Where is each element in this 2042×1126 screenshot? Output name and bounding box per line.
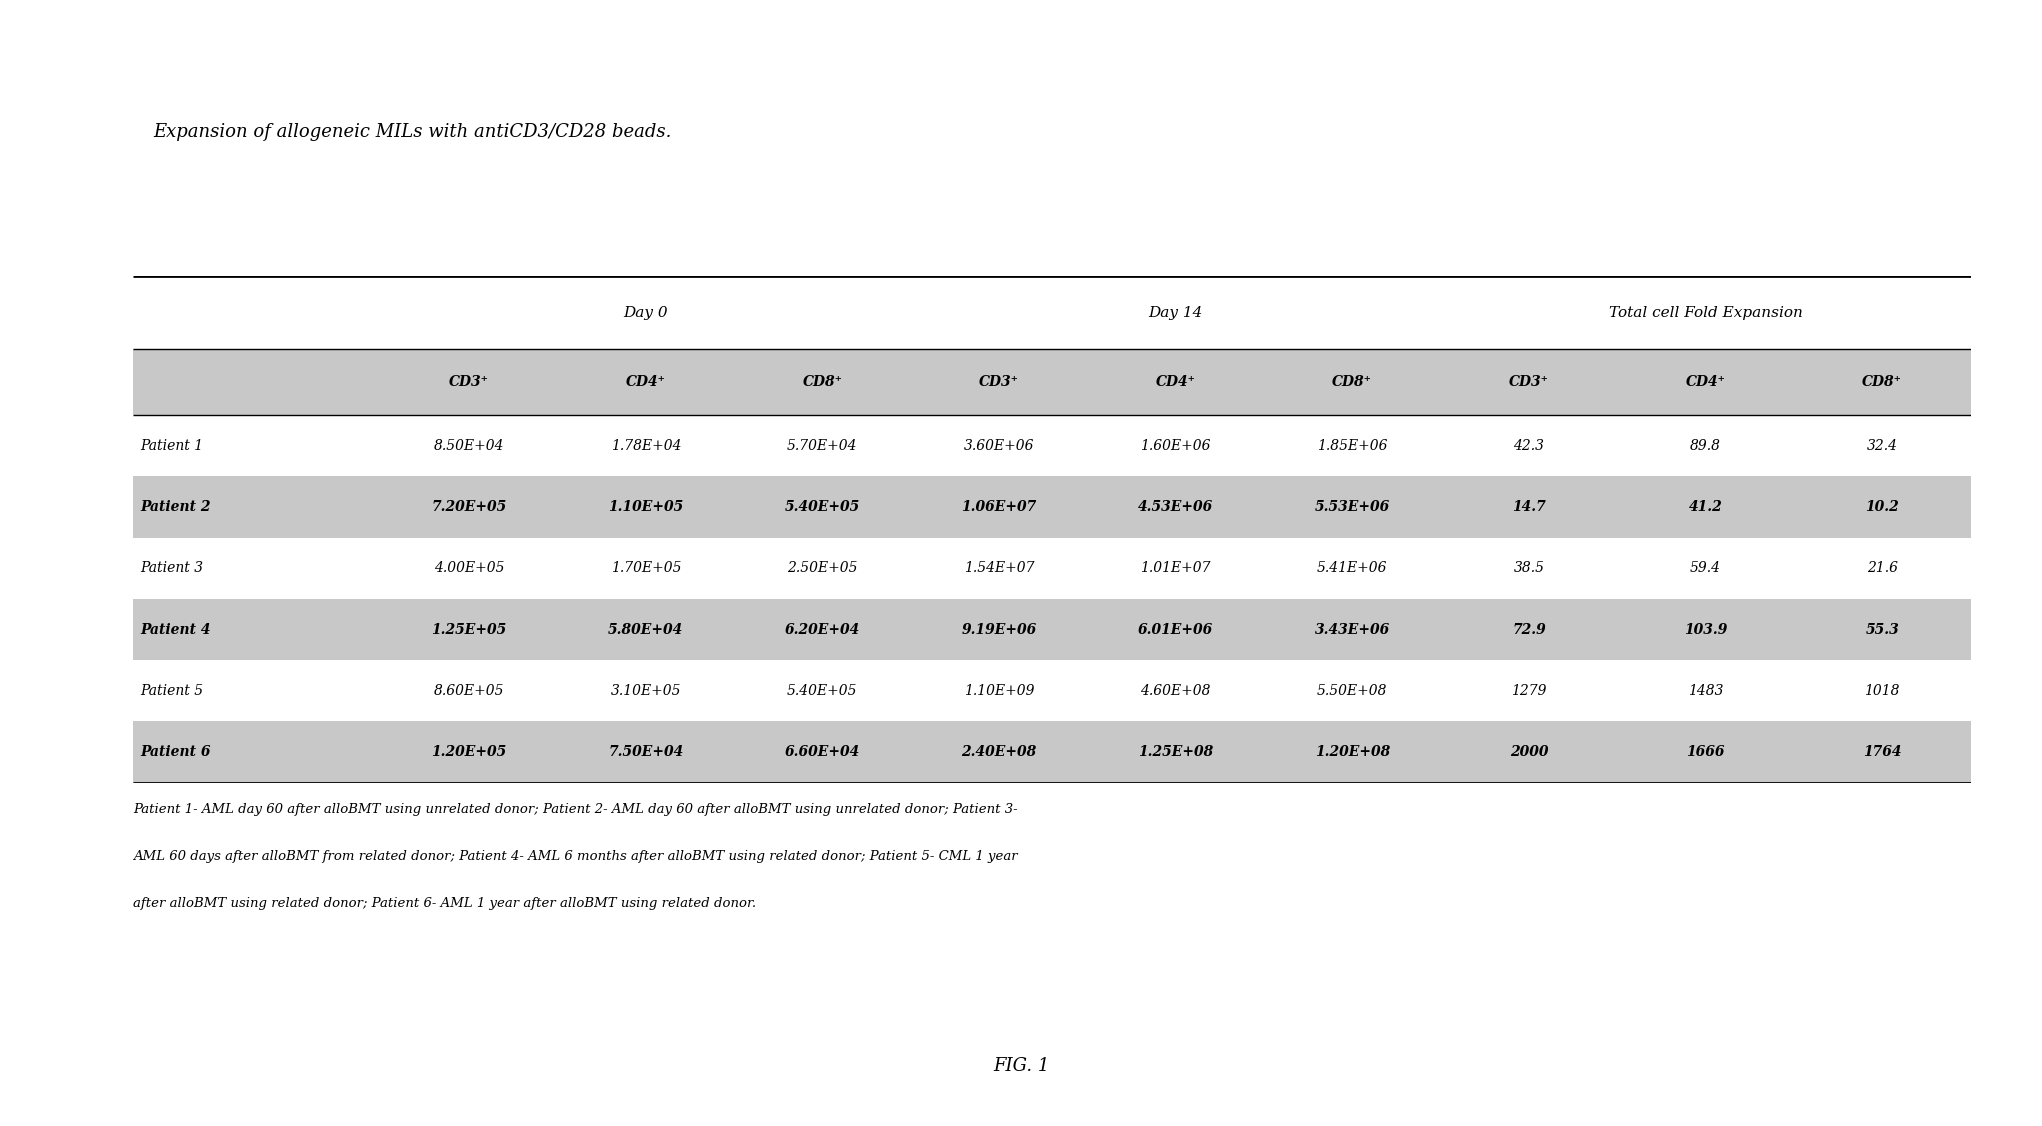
Text: 5.41E+06: 5.41E+06: [1317, 561, 1389, 575]
Text: 6.01E+06: 6.01E+06: [1137, 623, 1213, 636]
Text: 3.10E+05: 3.10E+05: [611, 683, 682, 698]
Text: 7.20E+05: 7.20E+05: [431, 500, 506, 515]
Text: 1.20E+08: 1.20E+08: [1315, 745, 1391, 759]
Text: 6.20E+04: 6.20E+04: [784, 623, 860, 636]
Text: 1279: 1279: [1511, 683, 1546, 698]
Text: 3.43E+06: 3.43E+06: [1315, 623, 1391, 636]
Text: CD3⁺: CD3⁺: [449, 375, 490, 390]
Bar: [133, 660, 1971, 722]
Text: 1.10E+09: 1.10E+09: [964, 683, 1035, 698]
Text: CD8⁺: CD8⁺: [1331, 375, 1372, 390]
Text: 1.25E+08: 1.25E+08: [1137, 745, 1213, 759]
Bar: [133, 276, 1971, 349]
Text: 42.3: 42.3: [1513, 439, 1544, 453]
Text: 1666: 1666: [1687, 745, 1725, 759]
Text: 4.53E+06: 4.53E+06: [1137, 500, 1213, 515]
Text: CD8⁺: CD8⁺: [1862, 375, 1903, 390]
Text: 2000: 2000: [1509, 745, 1548, 759]
Text: 5.40E+05: 5.40E+05: [786, 683, 858, 698]
Bar: [133, 537, 1971, 599]
Text: 5.53E+06: 5.53E+06: [1315, 500, 1391, 515]
Text: Day 0: Day 0: [623, 305, 668, 320]
Text: Patient 6: Patient 6: [141, 745, 210, 759]
Text: CD4⁺: CD4⁺: [625, 375, 666, 390]
Text: Patient 2: Patient 2: [141, 500, 210, 515]
Text: 21.6: 21.6: [1866, 561, 1897, 575]
Text: Patient 1- AML day 60 after alloBMT using unrelated donor; Patient 2- AML day 60: Patient 1- AML day 60 after alloBMT usin…: [133, 803, 1017, 816]
Text: CD3⁺: CD3⁺: [1509, 375, 1550, 390]
Text: 3.60E+06: 3.60E+06: [964, 439, 1035, 453]
Text: 5.40E+05: 5.40E+05: [784, 500, 860, 515]
Text: 1764: 1764: [1862, 745, 1901, 759]
Text: 1.54E+07: 1.54E+07: [964, 561, 1035, 575]
Text: 5.70E+04: 5.70E+04: [786, 439, 858, 453]
Text: 72.9: 72.9: [1511, 623, 1546, 636]
Text: 2.40E+08: 2.40E+08: [962, 745, 1037, 759]
Text: FIG. 1: FIG. 1: [992, 1057, 1050, 1075]
Text: Patient 1: Patient 1: [141, 439, 204, 453]
Text: 14.7: 14.7: [1511, 500, 1546, 515]
Text: 1.06E+07: 1.06E+07: [962, 500, 1037, 515]
Text: AML 60 days after alloBMT from related donor; Patient 4- AML 6 months after allo: AML 60 days after alloBMT from related d…: [133, 850, 1017, 864]
Text: Patient 4: Patient 4: [141, 623, 210, 636]
Text: 5.80E+04: 5.80E+04: [609, 623, 684, 636]
Bar: [133, 599, 1971, 660]
Bar: [133, 415, 1971, 476]
Text: 4.60E+08: 4.60E+08: [1139, 683, 1211, 698]
Text: 4.00E+05: 4.00E+05: [433, 561, 504, 575]
Text: 1.60E+06: 1.60E+06: [1139, 439, 1211, 453]
Text: 1483: 1483: [1689, 683, 1723, 698]
Text: 8.50E+04: 8.50E+04: [433, 439, 504, 453]
Text: 55.3: 55.3: [1864, 623, 1899, 636]
Text: 103.9: 103.9: [1685, 623, 1728, 636]
Text: after alloBMT using related donor; Patient 6- AML 1 year after alloBMT using rel: after alloBMT using related donor; Patie…: [133, 897, 756, 911]
Text: Day 14: Day 14: [1148, 305, 1203, 320]
Text: 1.70E+05: 1.70E+05: [611, 561, 682, 575]
Bar: [133, 476, 1971, 537]
Text: 1018: 1018: [1864, 683, 1899, 698]
Text: 10.2: 10.2: [1864, 500, 1899, 515]
Text: CD4⁺: CD4⁺: [1685, 375, 1725, 390]
Text: 32.4: 32.4: [1866, 439, 1897, 453]
Text: 41.2: 41.2: [1689, 500, 1723, 515]
Text: 7.50E+04: 7.50E+04: [609, 745, 684, 759]
Text: 1.85E+06: 1.85E+06: [1317, 439, 1389, 453]
Text: 6.60E+04: 6.60E+04: [784, 745, 860, 759]
Bar: [133, 349, 1971, 415]
Bar: [133, 722, 1971, 783]
Text: 1.25E+05: 1.25E+05: [431, 623, 506, 636]
Text: 38.5: 38.5: [1513, 561, 1544, 575]
Text: CD4⁺: CD4⁺: [1156, 375, 1197, 390]
Text: 8.60E+05: 8.60E+05: [433, 683, 504, 698]
Text: 2.50E+05: 2.50E+05: [786, 561, 858, 575]
Text: CD3⁺: CD3⁺: [978, 375, 1019, 390]
Text: 5.50E+08: 5.50E+08: [1317, 683, 1389, 698]
Text: Total cell Fold Expansion: Total cell Fold Expansion: [1609, 305, 1803, 320]
Text: 9.19E+06: 9.19E+06: [962, 623, 1037, 636]
Text: 89.8: 89.8: [1691, 439, 1721, 453]
Text: 1.01E+07: 1.01E+07: [1139, 561, 1211, 575]
Text: Expansion of allogeneic MILs with antiCD3/CD28 beads.: Expansion of allogeneic MILs with antiCD…: [153, 123, 672, 141]
Text: 1.10E+05: 1.10E+05: [609, 500, 684, 515]
Text: 1.78E+04: 1.78E+04: [611, 439, 682, 453]
Text: Patient 5: Patient 5: [141, 683, 204, 698]
Text: Patient 3: Patient 3: [141, 561, 204, 575]
Text: CD8⁺: CD8⁺: [803, 375, 843, 390]
Text: 59.4: 59.4: [1691, 561, 1721, 575]
Text: 1.20E+05: 1.20E+05: [431, 745, 506, 759]
